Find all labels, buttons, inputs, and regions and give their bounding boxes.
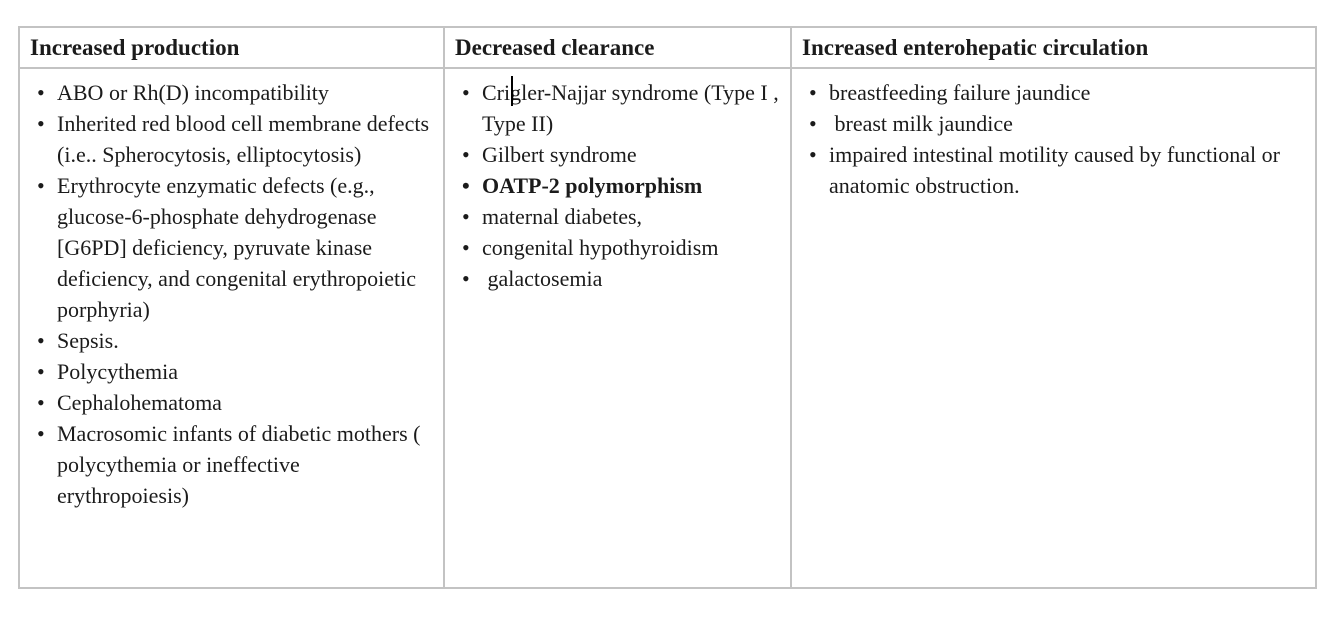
list-item[interactable]: Inherited red blood cell membrane defect… — [30, 108, 435, 170]
column-header-increased-production[interactable]: Increased production — [20, 28, 445, 67]
list-item[interactable]: OATP-2 polymorphism — [455, 170, 782, 201]
list-item[interactable]: maternal diabetes, — [455, 201, 782, 232]
list-item[interactable]: Polycythemia — [30, 356, 435, 387]
list-item[interactable]: breast milk jaundice — [802, 108, 1307, 139]
column-header-decreased-clearance[interactable]: Decreased clearance — [445, 28, 792, 67]
text-cursor — [511, 76, 513, 106]
list-item[interactable]: breastfeeding failure jaundice — [802, 77, 1307, 108]
list-item[interactable]: Erythrocyte enzymatic defects (e.g., glu… — [30, 170, 435, 325]
list-item[interactable]: Sepsis. — [30, 325, 435, 356]
list-item[interactable]: Gilbert syndrome — [455, 139, 782, 170]
list-item[interactable]: Macrosomic infants of diabetic mothers (… — [30, 418, 435, 511]
enterohepatic-circulation-list[interactable]: breastfeeding failure jaundice breast mi… — [802, 75, 1307, 201]
list-item[interactable]: impaired intestinal motility caused by f… — [802, 139, 1307, 201]
list-item[interactable]: galactosemia — [455, 263, 782, 294]
list-item[interactable]: Cephalohematoma — [30, 387, 435, 418]
jaundice-causes-table: Increased production Decreased clearance… — [18, 26, 1317, 589]
table-body-row: ABO or Rh(D) incompatibilityInherited re… — [20, 69, 1315, 587]
cell-increased-enterohepatic-circulation[interactable]: breastfeeding failure jaundice breast mi… — [792, 69, 1315, 587]
list-item[interactable]: congenital hypothyroidism — [455, 232, 782, 263]
decreased-clearance-list[interactable]: Crigler-Najjar syndrome (Type I , Type I… — [455, 75, 782, 294]
list-item[interactable]: ABO or Rh(D) incompatibility — [30, 77, 435, 108]
table-header-row: Increased production Decreased clearance… — [20, 28, 1315, 69]
column-header-increased-enterohepatic-circulation[interactable]: Increased enterohepatic circulation — [802, 35, 1149, 60]
list-item[interactable]: Crigler-Najjar syndrome (Type I , Type I… — [455, 77, 782, 139]
increased-production-list[interactable]: ABO or Rh(D) incompatibilityInherited re… — [30, 75, 435, 511]
cell-decreased-clearance[interactable]: Crigler-Najjar syndrome (Type I , Type I… — [445, 69, 792, 587]
cell-increased-production[interactable]: ABO or Rh(D) incompatibilityInherited re… — [20, 69, 445, 587]
